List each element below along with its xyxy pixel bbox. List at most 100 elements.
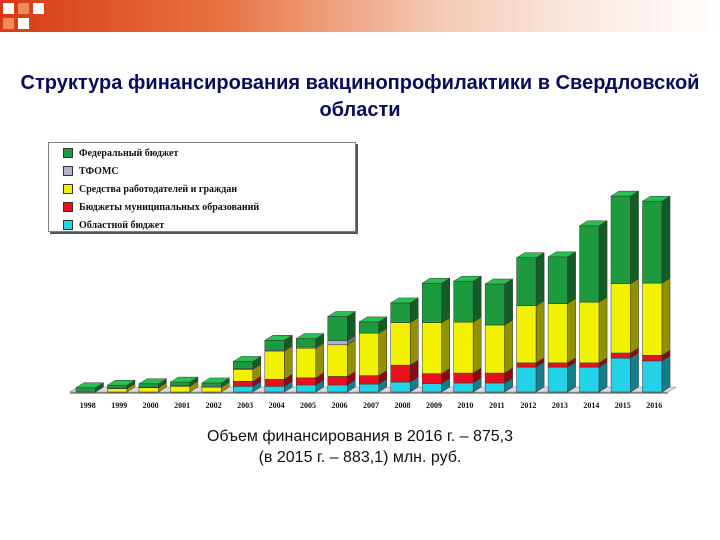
bar-segment-2012-s0 bbox=[516, 366, 537, 393]
bar-segment-2006-s1 bbox=[327, 376, 348, 386]
bar-top-1998 bbox=[75, 382, 105, 389]
legend-swatch-4 bbox=[63, 220, 73, 230]
bar-side-2014-s2 bbox=[598, 296, 608, 364]
bar-segment-2005-s1 bbox=[296, 377, 317, 386]
x-tick-label-2008: 2008 bbox=[394, 401, 410, 410]
bar-segment-2005-s4 bbox=[296, 338, 317, 348]
caption-line-1: Объем финансирования в 2016 г. – 875,3 bbox=[206, 428, 514, 445]
bar-segment-2014-s4 bbox=[579, 225, 600, 303]
legend-label-3: Бюджеты муниципальных образований bbox=[79, 201, 260, 213]
legend-swatch-2 bbox=[63, 184, 73, 194]
bar-top-2008 bbox=[389, 297, 420, 304]
logo-squares-decoration bbox=[0, 0, 60, 60]
legend-item-4: Областной бюджет bbox=[63, 217, 355, 233]
x-tick-label-2000: 2000 bbox=[143, 401, 159, 410]
bar-side-2009-s2 bbox=[441, 317, 450, 375]
bar-side-2012-s2 bbox=[535, 300, 545, 364]
bar-top-2001 bbox=[169, 376, 199, 383]
bar-side-2015-s2 bbox=[630, 278, 639, 354]
bar-segment-2013-s2 bbox=[547, 303, 568, 364]
bar-top-2004 bbox=[263, 335, 294, 341]
x-tick-label-2001: 2001 bbox=[174, 401, 190, 410]
bar-segment-2006-s4 bbox=[327, 316, 348, 341]
bar-segment-2014-s0 bbox=[579, 366, 600, 393]
bar-segment-2016-s4 bbox=[642, 200, 663, 284]
bar-segment-2009-s2 bbox=[421, 322, 442, 374]
bar-side-2016-s0 bbox=[661, 355, 671, 393]
legend-swatch-1 bbox=[63, 166, 73, 176]
bar-segment-2012-s1 bbox=[516, 362, 537, 368]
bar-segment-2008-s1 bbox=[390, 364, 411, 383]
legend-swatch-3 bbox=[63, 202, 73, 212]
legend-item-3: Бюджеты муниципальных образований bbox=[63, 199, 355, 215]
bar-segment-1999-s2 bbox=[107, 388, 128, 393]
x-tick-label-2011: 2011 bbox=[489, 401, 505, 410]
bar-segment-2011-s2 bbox=[484, 324, 505, 374]
bar-segment-2009-s1 bbox=[421, 373, 442, 384]
chart-legend: Федеральный бюджет ТФОМС Средства работода… bbox=[48, 142, 356, 232]
x-tick-label-2015: 2015 bbox=[615, 401, 631, 410]
x-tick-label-2003: 2003 bbox=[237, 401, 253, 410]
bar-segment-2009-s4 bbox=[421, 282, 442, 323]
bar-segment-2003-s2 bbox=[233, 369, 254, 382]
bar-segment-2011-s0 bbox=[484, 382, 505, 393]
bar-segment-2015-s1 bbox=[610, 352, 631, 359]
bar-segment-2014-s1 bbox=[579, 362, 600, 368]
bar-side-2012-s4 bbox=[535, 252, 545, 307]
bar-side-2015-s4 bbox=[630, 190, 639, 285]
bar-top-2015 bbox=[610, 190, 640, 197]
bar-side-2006-s2 bbox=[347, 339, 356, 377]
bar-top-2003 bbox=[232, 356, 262, 362]
bar-segment-1999-s4 bbox=[107, 384, 128, 389]
bar-top-2014 bbox=[578, 220, 608, 227]
x-tick-label-2014: 2014 bbox=[583, 401, 599, 410]
bar-segment-2004-s4 bbox=[264, 340, 285, 351]
x-tick-label-1998: 1998 bbox=[80, 401, 96, 410]
bar-segment-2004-s0 bbox=[264, 386, 285, 393]
bar-segment-2016-s1 bbox=[642, 355, 663, 362]
bar-segment-2013-s1 bbox=[547, 362, 568, 368]
bar-top-2002 bbox=[201, 377, 231, 384]
bar-segment-2011-s4 bbox=[484, 283, 505, 326]
bar-segment-2001-s4 bbox=[170, 381, 191, 386]
funding-caption: Объем финансирования в 2016 г. – 875,3 (… bbox=[150, 426, 570, 468]
bar-side-2008-s2 bbox=[409, 317, 419, 366]
bar-segment-2010-s0 bbox=[453, 382, 474, 393]
bar-side-2011-s4 bbox=[504, 278, 513, 326]
x-tick-label-2002: 2002 bbox=[206, 401, 222, 410]
bar-top-2007 bbox=[358, 316, 388, 323]
bar-segment-2009-s0 bbox=[421, 383, 442, 393]
bar-top-2006 bbox=[326, 311, 357, 317]
bar-side-2013-s2 bbox=[567, 298, 576, 364]
x-tick-label-2016: 2016 bbox=[646, 401, 662, 410]
bar-segment-2010-s4 bbox=[453, 280, 474, 323]
x-tick-label-2007: 2007 bbox=[363, 401, 379, 410]
bar-top-2009 bbox=[421, 277, 451, 284]
bar-segment-2007-s4 bbox=[358, 321, 380, 334]
bar-segment-2002-s4 bbox=[201, 382, 222, 387]
bar-segment-2004-s1 bbox=[264, 379, 285, 387]
bar-segment-2007-s0 bbox=[358, 383, 380, 393]
bar-segment-2005-s0 bbox=[296, 384, 317, 393]
bar-segment-2013-s0 bbox=[547, 366, 568, 393]
legend-item-0: Федеральный бюджет bbox=[63, 145, 355, 161]
bar-segment-2006-s2 bbox=[327, 344, 348, 377]
bar-segment-2016-s2 bbox=[642, 282, 663, 356]
bar-segment-2008-s4 bbox=[390, 302, 411, 323]
x-tick-label-2013: 2013 bbox=[552, 401, 568, 410]
bar-segment-2013-s4 bbox=[547, 256, 568, 304]
bar-side-2004-s2 bbox=[284, 345, 293, 380]
bar-top-2013 bbox=[547, 251, 577, 258]
legend-label-1: ТФОМС bbox=[79, 165, 119, 177]
legend-label-0: Федеральный бюджет bbox=[79, 147, 179, 159]
bar-segment-2014-s2 bbox=[579, 301, 600, 364]
bar-segment-2006-s3 bbox=[327, 340, 348, 346]
bar-segment-2008-s0 bbox=[390, 381, 411, 393]
bar-segment-2007-s2 bbox=[358, 332, 380, 376]
bar-segment-2004-s2 bbox=[264, 350, 285, 380]
bar-side-2015-s0 bbox=[630, 352, 639, 393]
bar-segment-2007-s1 bbox=[358, 375, 380, 385]
bar-side-2005-s2 bbox=[315, 342, 325, 379]
